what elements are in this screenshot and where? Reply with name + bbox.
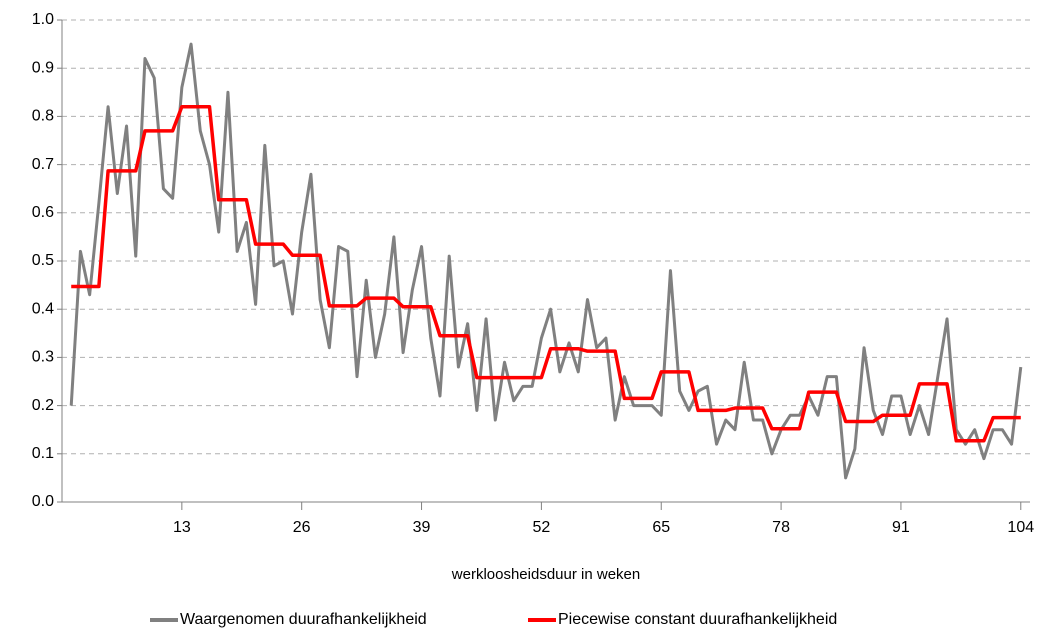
- y-tick-label: 0.5: [32, 252, 54, 269]
- x-tick-label: 65: [652, 519, 670, 536]
- y-tick-label: 0.4: [32, 300, 54, 317]
- data-line: [69, 42, 1023, 480]
- y-tick-label: 0.7: [32, 156, 54, 173]
- data-line: [71, 105, 1021, 443]
- x-tick-label: 13: [173, 519, 191, 536]
- y-tick-label: 0.6: [32, 204, 54, 221]
- x-tick-label: 104: [1007, 519, 1034, 536]
- x-tick-label: 78: [772, 519, 790, 536]
- legend-label: Piecewise constant duurafhankelijkheid: [558, 611, 837, 628]
- y-tick-label: 0.3: [32, 349, 54, 366]
- x-tick-label: 39: [413, 519, 431, 536]
- y-tick-label: 0.2: [32, 397, 54, 414]
- y-tick-label: 0.0: [32, 493, 54, 510]
- x-tick-label: 26: [293, 519, 311, 536]
- x-tick-label: 91: [892, 519, 910, 536]
- x-tick-label: 52: [532, 519, 550, 536]
- x-axis-label: werkloosheidsduur in weken: [451, 566, 640, 583]
- y-tick-label: 0.8: [32, 108, 54, 125]
- legend-label: Waargenomen duurafhankelijkheid: [180, 611, 427, 628]
- y-tick-label: 0.1: [32, 445, 54, 462]
- y-tick-label: 0.9: [32, 59, 54, 76]
- y-tick-label: 1.0: [32, 11, 54, 28]
